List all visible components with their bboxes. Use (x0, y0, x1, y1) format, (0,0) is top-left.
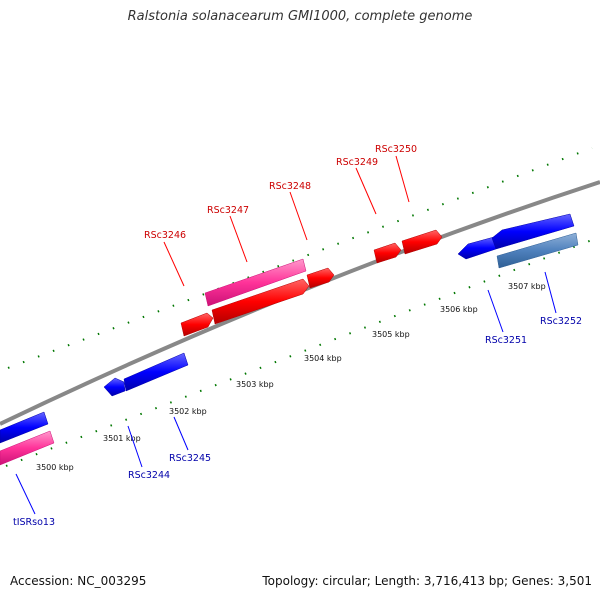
gene-arrow-rsc3252[interactable] (496, 232, 579, 269)
gene-arrow-tisrso13[interactable] (0, 430, 55, 466)
leader-rsc3252 (544, 271, 557, 314)
gene-labels: RSc3246 RSc3247 RSc3248 RSc3249 RSc3250 … (13, 144, 582, 528)
scale-label-3500: 3500 kbp (36, 463, 74, 472)
gene-arrow[interactable] (0, 411, 49, 444)
leader-rsc3250 (395, 155, 410, 203)
gene-arrow-rsc3251[interactable] (457, 236, 497, 260)
gene-label-rsc3252[interactable]: RSc3252 (540, 316, 582, 327)
gene-label-rsc3249[interactable]: RSc3249 (336, 157, 378, 168)
leader-rsc3244 (127, 425, 143, 468)
leader-rsc3249 (355, 167, 377, 215)
scale-label-3504: 3504 kbp (304, 354, 342, 363)
leader-rsc3251 (487, 289, 504, 333)
gene-arrow-rsc3250[interactable] (401, 229, 443, 255)
gene-arrow-rsc3246[interactable] (180, 312, 214, 337)
gene-arrow-rsc3244[interactable] (103, 377, 126, 397)
gene-label-rsc3248[interactable]: RSc3248 (269, 181, 311, 192)
genome-backbone (0, 180, 600, 426)
genome-summary-text: Topology: circular; Length: 3,716,413 bp… (262, 574, 592, 588)
gene-label-rsc3244[interactable]: RSc3244 (128, 470, 170, 481)
gene-label-tisrso13[interactable]: tISRso13 (13, 517, 55, 528)
scale-label-3502: 3502 kbp (169, 407, 207, 416)
leader-tisrso13 (15, 473, 36, 515)
scale-labels: 3500 kbp 3501 kbp 3502 kbp 3503 kbp 3504… (36, 282, 546, 472)
leader-rsc3245 (173, 416, 189, 451)
gene-arrow-rsc3247[interactable] (204, 258, 307, 307)
gene-label-rsc3251[interactable]: RSc3251 (485, 335, 527, 346)
scale-label-3505: 3505 kbp (372, 330, 410, 339)
leader-rsc3247 (229, 215, 248, 263)
scale-label-3506: 3506 kbp (440, 305, 478, 314)
map-title: Ralstonia solanacearum GMI1000, complete… (127, 9, 473, 24)
accession-text: Accession: NC_003295 (10, 574, 147, 588)
leader-rsc3246 (163, 241, 185, 287)
scale-label-3503: 3503 kbp (236, 380, 274, 389)
gene-features (0, 213, 579, 466)
gene-arrow[interactable] (491, 213, 575, 250)
gene-label-rsc3245[interactable]: RSc3245 (169, 453, 211, 464)
label-leaders (15, 155, 557, 515)
gene-label-rsc3246[interactable]: RSc3246 (144, 230, 186, 241)
gene-arrow-rsc3245[interactable] (123, 352, 189, 392)
scale-label-3507: 3507 kbp (508, 282, 546, 291)
gene-arrow[interactable] (306, 267, 335, 289)
scale-label-3501: 3501 kbp (103, 434, 141, 443)
gene-arrow-rsc3248[interactable] (211, 278, 310, 325)
gene-label-rsc3247[interactable]: RSc3247 (207, 205, 249, 216)
gene-label-rsc3250[interactable]: RSc3250 (375, 144, 417, 155)
gene-arrow-rsc3249[interactable] (373, 242, 402, 264)
reverse-tick-track (5, 239, 593, 467)
leader-rsc3248 (289, 191, 308, 241)
